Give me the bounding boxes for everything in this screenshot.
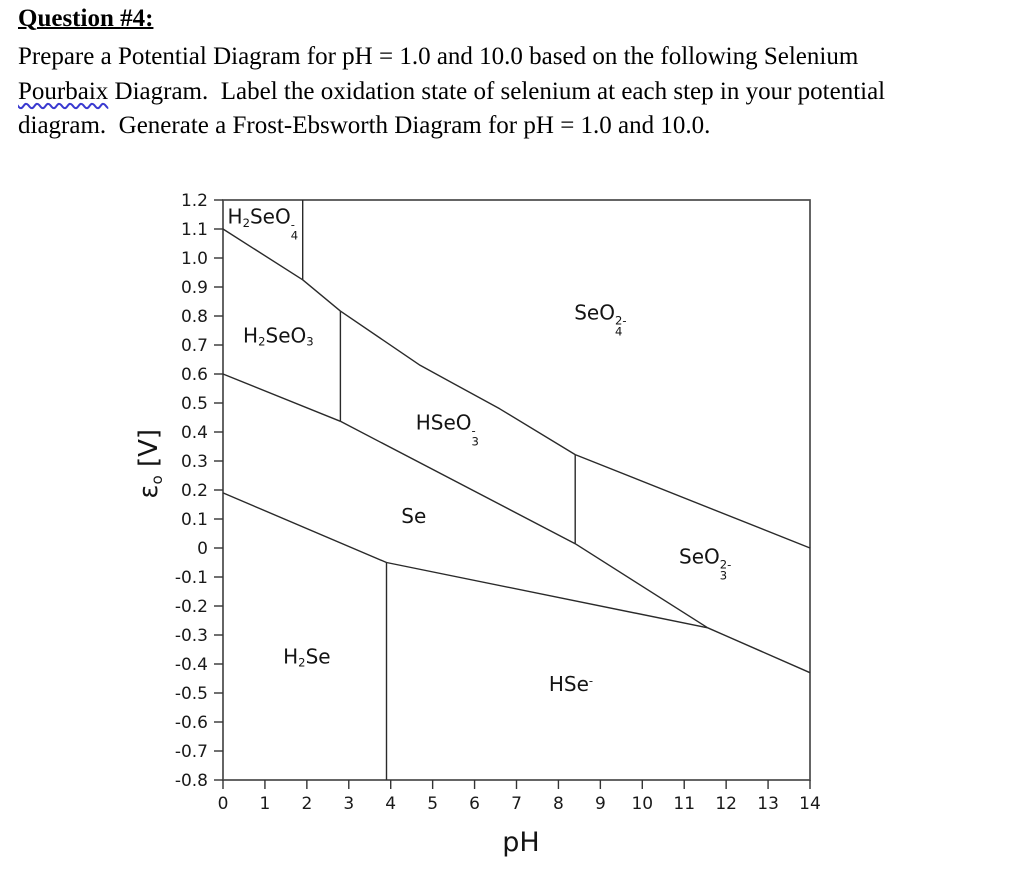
y-tick-label: 1.1: [181, 220, 208, 240]
question-title: Question #4:: [18, 5, 154, 32]
boundary-se-hse: [386, 561, 708, 629]
x-tick-label: 9: [595, 794, 606, 814]
boundary-se-h2se: [222, 492, 387, 564]
y-tick-label: -0.1: [175, 568, 208, 588]
x-tick-label: 14: [799, 794, 821, 814]
x-tick-label: 4: [385, 794, 396, 814]
y-tick-label: 0.7: [181, 336, 208, 356]
boundary-seo3-hse: [707, 627, 811, 674]
x-tick-label: 1: [260, 794, 271, 814]
y-tick-label: -0.3: [175, 626, 208, 646]
y-tick-label: 1.2: [181, 191, 208, 211]
x-tick-label: 6: [469, 794, 480, 814]
y-tick-label: -0.4: [175, 655, 208, 675]
x-tick-label: 7: [511, 794, 522, 814]
boundary-seo3-se: [574, 543, 709, 629]
y-tick-label: 0.1: [181, 510, 208, 530]
question-text: diagram. Generate a Frost-Ebsworth Diagr…: [18, 112, 711, 139]
question-line: diagram. Generate a Frost-Ebsworth Diagr…: [18, 109, 1020, 144]
x-tick-label: 10: [631, 794, 653, 814]
boundary-seo4-seo3: [574, 453, 811, 549]
boundary-h2seo3-se: [222, 373, 341, 422]
y-tick-label: -0.8: [175, 771, 208, 791]
boundary-hseo3-se: [340, 420, 576, 545]
question-body: Prepare a Potential Diagram for pH = 1.0…: [18, 40, 1020, 144]
y-tick-label: 0.9: [181, 278, 208, 298]
y-tick-label: 0: [197, 539, 208, 559]
x-tick-label: 3: [343, 794, 354, 814]
question-line: Pourbaix Diagram. Label the oxidation st…: [18, 75, 1020, 110]
x-tick-label: 8: [553, 794, 564, 814]
y-tick-label: 0.3: [181, 452, 208, 472]
question-line: Prepare a Potential Diagram for pH = 1.0…: [18, 40, 1020, 75]
y-tick-label: -0.6: [175, 713, 208, 733]
x-tick-label: 5: [427, 794, 438, 814]
y-tick-label: -0.7: [175, 742, 208, 762]
y-tick-label: 1.0: [181, 249, 208, 269]
x-tick-label: 11: [673, 794, 695, 814]
y-tick-label: 0.6: [181, 365, 208, 385]
y-tick-label: 0.4: [181, 423, 208, 443]
y-tick-label: 0.8: [181, 307, 208, 327]
y-tick-label: -0.2: [175, 597, 208, 617]
question-block: Question #4: Prepare a Potential Diagram…: [18, 5, 1020, 144]
x-tick-label: 0: [218, 794, 229, 814]
boundary-seo4-hseo3: [340, 310, 576, 456]
y-tick-label: 0.5: [181, 394, 208, 414]
y-tick-label: -0.5: [175, 684, 208, 704]
y-tick-label: 0.2: [181, 481, 208, 501]
x-tick-label: 13: [757, 794, 779, 814]
boundary-h2seo4-diagonal: [222, 228, 341, 312]
question-text: Prepare a Potential Diagram for pH = 1.0…: [18, 43, 859, 70]
x-tick-label: 2: [301, 794, 312, 814]
question-text: Diagram. Label the oxidation state of se…: [108, 77, 886, 105]
misspelled-word: Pourbaix: [18, 77, 109, 105]
x-tick-label: 12: [715, 794, 737, 814]
